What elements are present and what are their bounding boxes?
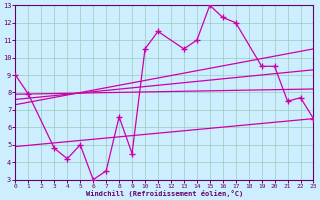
X-axis label: Windchill (Refroidissement éolien,°C): Windchill (Refroidissement éolien,°C): [86, 190, 243, 197]
